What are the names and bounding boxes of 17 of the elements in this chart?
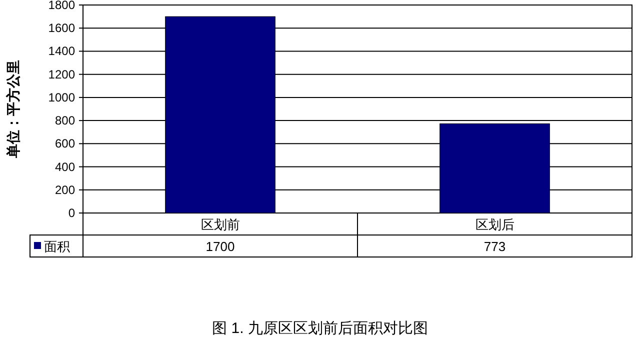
y-tick-label: 1200 xyxy=(48,67,76,82)
x-tick-label: 区划前 xyxy=(200,217,240,232)
text: 图 1. 九原区区划前后面积对比图 xyxy=(212,320,428,337)
y-tick-label: 1000 xyxy=(48,90,76,104)
y-tick-label: 1600 xyxy=(48,21,76,36)
legend-label: 面积 xyxy=(44,239,70,254)
y-tick-label: 0 xyxy=(68,206,76,220)
y-tick-label: 600 xyxy=(54,136,76,151)
y-tick-label: 400 xyxy=(54,160,76,174)
y-tick-label: 800 xyxy=(54,114,76,128)
y-tick-label: 1400 xyxy=(48,44,76,58)
data-label: 1700 xyxy=(206,239,235,254)
y-axis-title: 单位：平方公里 xyxy=(5,60,22,159)
y-tick-label: 1800 xyxy=(48,0,76,12)
x-tick-label: 区划后 xyxy=(475,217,514,232)
y-tick-label: 200 xyxy=(54,182,76,197)
data-label: 773 xyxy=(484,239,506,254)
